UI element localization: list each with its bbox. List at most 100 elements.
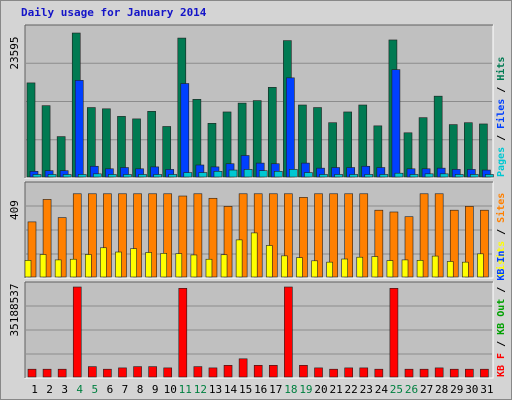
bar-pages-day-9 bbox=[153, 174, 162, 178]
bar-pages-day-20 bbox=[319, 174, 328, 178]
bar-kbf-day-17 bbox=[268, 365, 278, 378]
bar-sites-day-22 bbox=[344, 193, 353, 278]
day-label-28: 28 bbox=[435, 383, 448, 396]
bar-sites-day-29 bbox=[449, 209, 459, 278]
bar-kbf-day-20 bbox=[314, 367, 323, 378]
bar-visits-day-28 bbox=[431, 255, 439, 278]
y-max-label-hits: 23595 bbox=[8, 36, 21, 69]
bar-kbf-day-15 bbox=[238, 358, 248, 378]
bar-pages-day-19 bbox=[304, 172, 313, 178]
legend-visits-sites-visits: Visits bbox=[495, 241, 507, 277]
bar-pages-day-7 bbox=[123, 174, 132, 178]
legend-kb-kb-f: KB F bbox=[496, 353, 507, 377]
bar-sites-day-6 bbox=[103, 193, 112, 278]
day-label-19: 19 bbox=[299, 383, 312, 396]
bar-pages-day-16 bbox=[258, 170, 268, 178]
bar-sites-day-21 bbox=[329, 193, 338, 278]
day-label-9: 9 bbox=[152, 383, 159, 396]
day-label-31: 31 bbox=[480, 383, 493, 396]
day-label-26: 26 bbox=[405, 383, 418, 396]
bar-visits-day-27 bbox=[416, 260, 424, 278]
bar-visits-day-25 bbox=[386, 260, 394, 278]
bar-visits-day-3 bbox=[54, 259, 62, 278]
bar-kbf-day-3 bbox=[57, 368, 67, 378]
bar-pages-day-13 bbox=[213, 171, 223, 178]
bar-sites-day-9 bbox=[148, 193, 157, 278]
bar-pages-day-27 bbox=[424, 173, 434, 178]
bar-pages-day-26 bbox=[409, 174, 419, 178]
bar-pages-day-18 bbox=[289, 169, 298, 178]
day-label-30: 30 bbox=[465, 383, 478, 396]
bar-pages-day-6 bbox=[108, 174, 117, 178]
bar-sites-day-28 bbox=[434, 193, 444, 278]
bar-pages-day-15 bbox=[243, 169, 253, 178]
bar-kbf-day-24 bbox=[374, 368, 384, 378]
day-label-10: 10 bbox=[164, 383, 177, 396]
bar-kbf-day-12 bbox=[193, 366, 203, 378]
bar-kbf-day-7 bbox=[118, 367, 127, 378]
bar-visits-day-24 bbox=[371, 256, 379, 278]
bar-hits-day-20 bbox=[313, 107, 322, 178]
legend-pages-files-hits-pages: Pages bbox=[496, 147, 507, 177]
day-label-17: 17 bbox=[269, 383, 282, 396]
bar-kbf-day-2 bbox=[42, 368, 52, 378]
bar-visits-day-12 bbox=[190, 254, 198, 278]
bar-kbf-day-30 bbox=[465, 368, 474, 378]
bar-sites-day-24 bbox=[374, 209, 384, 278]
day-label-7: 7 bbox=[122, 383, 129, 396]
bar-files-day-4 bbox=[74, 80, 84, 178]
bar-sites-day-14 bbox=[223, 206, 233, 278]
bar-kbf-day-14 bbox=[223, 365, 233, 378]
bar-kbf-day-31 bbox=[480, 368, 489, 378]
bar-visits-day-19 bbox=[296, 257, 303, 278]
bar-visits-day-11 bbox=[175, 253, 183, 278]
y-max-label-kb: 35188537 bbox=[8, 284, 21, 337]
bar-sites-day-17 bbox=[268, 193, 278, 278]
bar-pages-day-17 bbox=[273, 171, 283, 178]
bar-visits-day-21 bbox=[326, 261, 333, 278]
bar-pages-day-8 bbox=[138, 174, 147, 178]
bar-hits-day-27 bbox=[418, 117, 428, 178]
day-label-2: 2 bbox=[46, 383, 53, 396]
day-label-27: 27 bbox=[420, 383, 433, 396]
bar-files-day-11 bbox=[180, 83, 190, 178]
bar-visits-day-18 bbox=[281, 255, 288, 278]
bar-sites-day-30 bbox=[465, 206, 474, 278]
bar-visits-day-10 bbox=[160, 253, 168, 278]
bar-kbf-day-5 bbox=[88, 366, 97, 378]
bar-visits-day-29 bbox=[446, 261, 454, 278]
bar-pages-day-29 bbox=[454, 174, 464, 178]
bar-pages-day-28 bbox=[439, 173, 449, 178]
bar-visits-day-15 bbox=[235, 239, 243, 278]
day-label-13: 13 bbox=[209, 383, 222, 396]
bar-sites-day-25 bbox=[389, 211, 399, 278]
bar-sites-day-12 bbox=[193, 193, 203, 278]
bar-kbf-day-11 bbox=[178, 288, 188, 378]
bar-kbf-day-27 bbox=[419, 368, 429, 378]
legend-kb-kb-out: KB Out bbox=[496, 299, 507, 335]
day-label-4: 4 bbox=[76, 383, 83, 396]
bar-hits-day-31 bbox=[479, 123, 488, 178]
legend-visits-sites-sites: Sites bbox=[495, 193, 507, 223]
day-label-5: 5 bbox=[92, 383, 99, 396]
bar-kbf-day-29 bbox=[449, 368, 459, 378]
bar-kbf-day-25 bbox=[389, 288, 399, 378]
bar-pages-day-4 bbox=[77, 174, 87, 178]
bar-hits-day-8 bbox=[132, 118, 141, 178]
bar-sites-day-23 bbox=[359, 193, 369, 278]
bar-pages-day-31 bbox=[485, 174, 494, 178]
bar-files-day-25 bbox=[391, 69, 401, 178]
bar-kbf-day-26 bbox=[404, 368, 414, 378]
bar-visits-day-16 bbox=[250, 232, 258, 278]
bar-sites-day-7 bbox=[118, 193, 127, 278]
bar-visits-day-30 bbox=[462, 261, 469, 278]
bar-sites-day-18 bbox=[284, 193, 293, 278]
bar-hits-day-28 bbox=[433, 95, 443, 178]
bar-visits-day-31 bbox=[477, 253, 484, 278]
legend-pages-files-hits-files: Files bbox=[495, 99, 507, 129]
bar-hits-day-6 bbox=[102, 108, 111, 178]
bar-kbf-day-9 bbox=[148, 366, 157, 378]
day-label-21: 21 bbox=[329, 383, 342, 396]
bar-kbf-day-1 bbox=[27, 368, 37, 378]
